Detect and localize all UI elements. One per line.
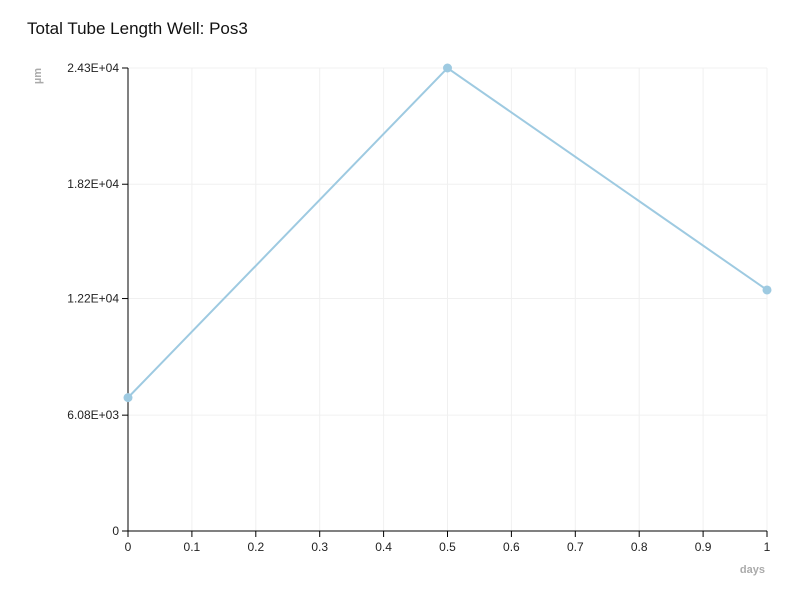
x-tick-label: 0.9	[695, 540, 712, 554]
data-point	[443, 63, 452, 73]
y-tick-label: 0	[112, 524, 119, 538]
y-axis-label: µm	[32, 68, 44, 84]
x-tick-label: 0.8	[631, 540, 648, 554]
x-tick-label: 0	[125, 540, 132, 554]
x-tick-label: 0.5	[439, 540, 456, 554]
x-tick-label: 0.7	[567, 540, 584, 554]
x-tick-label: 0.6	[503, 540, 520, 554]
data-marks	[123, 63, 772, 403]
data-point	[762, 285, 772, 295]
x-axis-label: days	[740, 564, 765, 576]
x-tick-label: 0.3	[311, 540, 328, 554]
x-tick-label: 1	[764, 540, 771, 554]
y-tick-label: 1.22E+04	[67, 292, 119, 306]
x-tick-label: 0.1	[184, 540, 201, 554]
y-tick-label: 1.82E+04	[67, 177, 119, 191]
y-tick-label: 2.43E+04	[67, 61, 119, 75]
data-point	[123, 393, 133, 403]
chart-title: Total Tube Length Well: Pos3	[27, 19, 248, 38]
grid-lines	[128, 67, 768, 531]
axes: 0 0.1 0.2 0.3 0.4 0.5 0.6 0.7 0.8 0.9 1 0 6.08E+03 1.…	[67, 61, 770, 554]
x-tick-label: 0.2	[247, 540, 264, 554]
y-tick-label: 6.08E+03	[67, 408, 119, 422]
x-tick-label: 0.4	[375, 540, 392, 554]
